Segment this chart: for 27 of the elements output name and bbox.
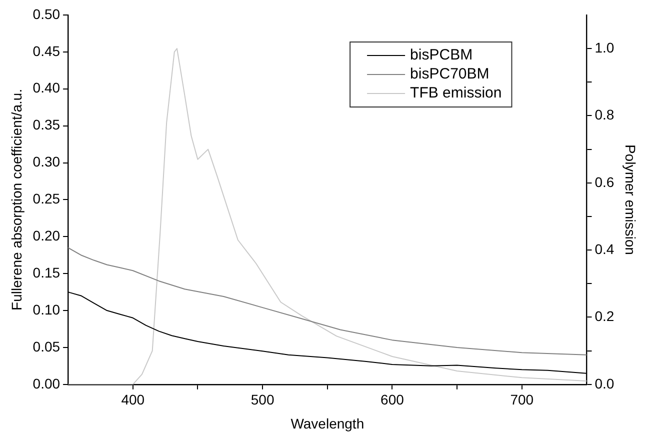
y-tick-label: 0.25 bbox=[32, 190, 60, 207]
y2-tick-label: 0.4 bbox=[594, 240, 614, 257]
y2-axis-title: Polymer emission bbox=[622, 144, 639, 255]
y-tick-label: 0.30 bbox=[32, 154, 60, 170]
y-tick-label: 0.05 bbox=[32, 338, 60, 354]
y-tick-label: 0.20 bbox=[32, 228, 60, 244]
y-tick-label: 0.35 bbox=[32, 116, 60, 133]
x-tick-label: 400 bbox=[121, 392, 145, 408]
y-tick-label: 0.45 bbox=[32, 42, 60, 59]
legend-label: bisPC70BM bbox=[410, 66, 490, 83]
y-tick-label: 0.10 bbox=[32, 301, 60, 318]
legend-label: TFB emission bbox=[410, 84, 502, 102]
y-tick-label: 0.15 bbox=[32, 264, 60, 280]
y2-tick-label: 0.0 bbox=[594, 375, 614, 392]
y2-tick-label: 0.2 bbox=[594, 308, 614, 324]
y-tick-label: 0.40 bbox=[32, 80, 60, 96]
y-tick-label: 0.50 bbox=[32, 6, 60, 22]
x-axis-title: Wavelength bbox=[290, 415, 364, 432]
x-tick-label: 500 bbox=[250, 392, 274, 408]
y-tick-label: 0.00 bbox=[32, 375, 60, 392]
y-axis-title: Fullerene absorption coefficient/a.u. bbox=[8, 88, 24, 310]
y2-tick-label: 0.6 bbox=[594, 174, 614, 190]
y2-tick-label: 1.0 bbox=[594, 39, 614, 56]
x-tick-label: 600 bbox=[380, 392, 404, 408]
x-tick-label: 700 bbox=[510, 392, 534, 408]
legend-label: bisPCBM bbox=[410, 46, 473, 64]
y2-tick-label: 0.8 bbox=[594, 106, 614, 123]
